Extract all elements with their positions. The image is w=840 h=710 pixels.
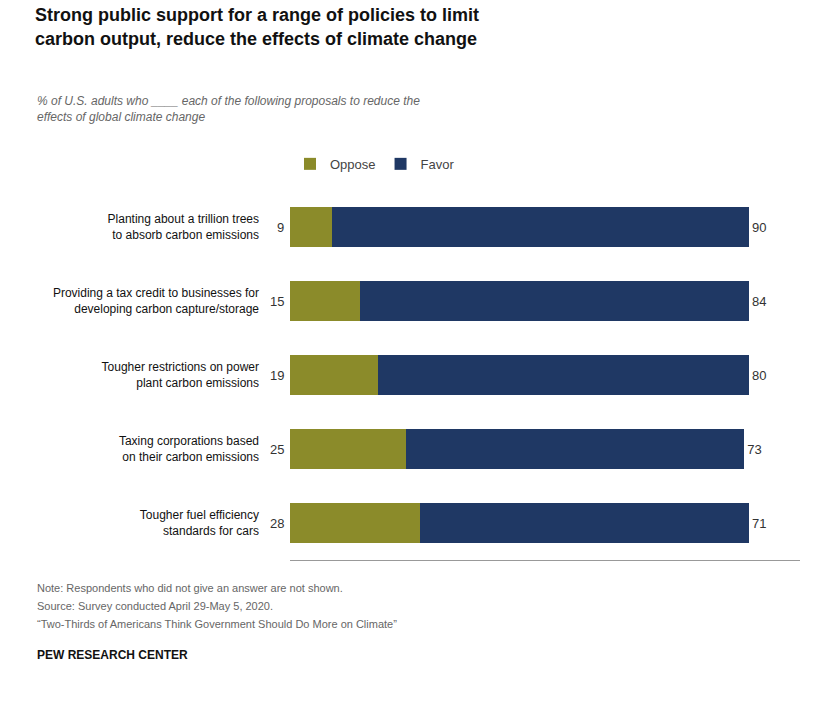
svg-text:Strong public support for a ra: Strong public support for a range of pol… [35, 5, 479, 48]
svg-text:28: 28 [270, 516, 284, 531]
svg-text:Note: Respondents who did not: Note: Respondents who did not give an an… [37, 582, 343, 594]
svg-text:Tougher fuel efficiencystandar: Tougher fuel efficiencystandards for car… [140, 508, 259, 538]
svg-text:Providing a tax credit to busi: Providing a tax credit to businesses for… [53, 286, 259, 316]
svg-text:73: 73 [747, 442, 761, 457]
svg-text:“Two-Thirds of Americans Think: “Two-Thirds of Americans Think Governmen… [37, 618, 397, 630]
svg-text:Planting about a trillion tree: Planting about a trillion treesto absorb… [108, 212, 259, 242]
svg-text:Favor: Favor [421, 157, 455, 172]
svg-text:Taxing corporations basedon th: Taxing corporations basedon their carbon… [119, 434, 259, 464]
svg-text:PEW RESEARCH CENTER: PEW RESEARCH CENTER [37, 648, 188, 662]
svg-text:Tougher restrictions on powerp: Tougher restrictions on powerplant carbo… [102, 360, 259, 390]
svg-text:25: 25 [270, 442, 284, 457]
svg-text:80: 80 [752, 368, 766, 383]
svg-text:19: 19 [270, 368, 284, 383]
svg-text:Source: Survey conducted April: Source: Survey conducted April 29-May 5,… [37, 600, 273, 612]
svg-text:71: 71 [752, 516, 766, 531]
svg-text:90: 90 [752, 220, 766, 235]
svg-text:9: 9 [277, 220, 284, 235]
svg-text:15: 15 [270, 294, 284, 309]
svg-text:% of U.S. adults who ____ each: % of U.S. adults who ____ each of the fo… [37, 94, 420, 124]
svg-text:Oppose: Oppose [330, 157, 376, 172]
svg-text:84: 84 [752, 294, 766, 309]
